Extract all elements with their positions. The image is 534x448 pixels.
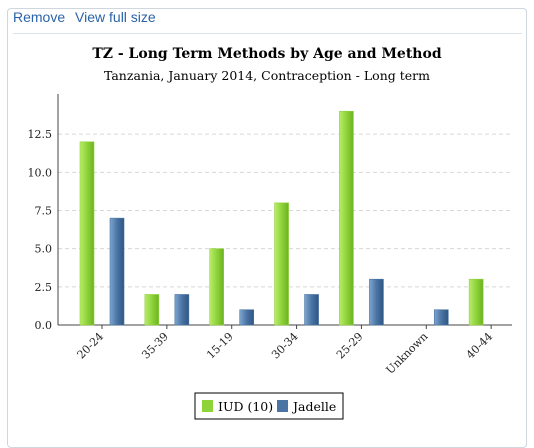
y-tick-label: 7.5 — [35, 205, 53, 218]
bar-chart: 0.0 2.5 5.0 7.5 10.0 12.5 20-24 35-39 15-19 30-34… — [28, 94, 512, 420]
view-full-size-link[interactable]: View full size — [75, 9, 156, 25]
remove-link[interactable]: Remove — [13, 9, 66, 25]
x-tick-label: 20-24 — [75, 330, 107, 362]
bar-iud — [79, 141, 95, 326]
chart-toolbar: Remove View full size — [13, 9, 522, 34]
legend-label-jadelle: Jadelle — [291, 399, 336, 414]
x-tick-label: 15-19 — [204, 330, 236, 362]
y-tick-label: 2.5 — [35, 281, 53, 294]
legend-swatch-iud — [202, 400, 213, 412]
x-tick-label: 30-34 — [269, 330, 301, 362]
chart-subtitle: Tanzania, January 2014, Contraception - … — [103, 68, 430, 83]
x-tick-label: Unknown — [384, 330, 431, 377]
bar-jadelle — [369, 278, 384, 326]
x-tick-label: 25-29 — [334, 330, 366, 362]
bar-jadelle — [239, 309, 255, 326]
legend-box — [194, 392, 344, 420]
bar-jadelle — [304, 294, 319, 326]
bar-iud — [468, 278, 484, 326]
bar-iud — [209, 248, 225, 326]
legend-label-iud: IUD (10) — [218, 399, 273, 414]
bar-jadelle — [109, 217, 125, 326]
y-tick-label: 5.0 — [35, 243, 53, 256]
bar-jadelle — [433, 309, 449, 326]
y-tick-label: 10.0 — [28, 166, 53, 179]
bar-iud — [339, 110, 354, 326]
y-tick-label: 0.0 — [35, 319, 53, 332]
x-tick-label: 40-44 — [464, 330, 496, 362]
x-tick-label: 35-39 — [139, 330, 171, 362]
bar-iud — [144, 294, 160, 326]
bar-iud — [274, 202, 289, 326]
bar-jadelle — [174, 294, 190, 326]
y-tick-label: 12.5 — [28, 128, 53, 141]
chart-title: TZ - Long Term Methods by Age and Method — [92, 46, 442, 62]
legend-swatch-jadelle — [277, 400, 288, 412]
